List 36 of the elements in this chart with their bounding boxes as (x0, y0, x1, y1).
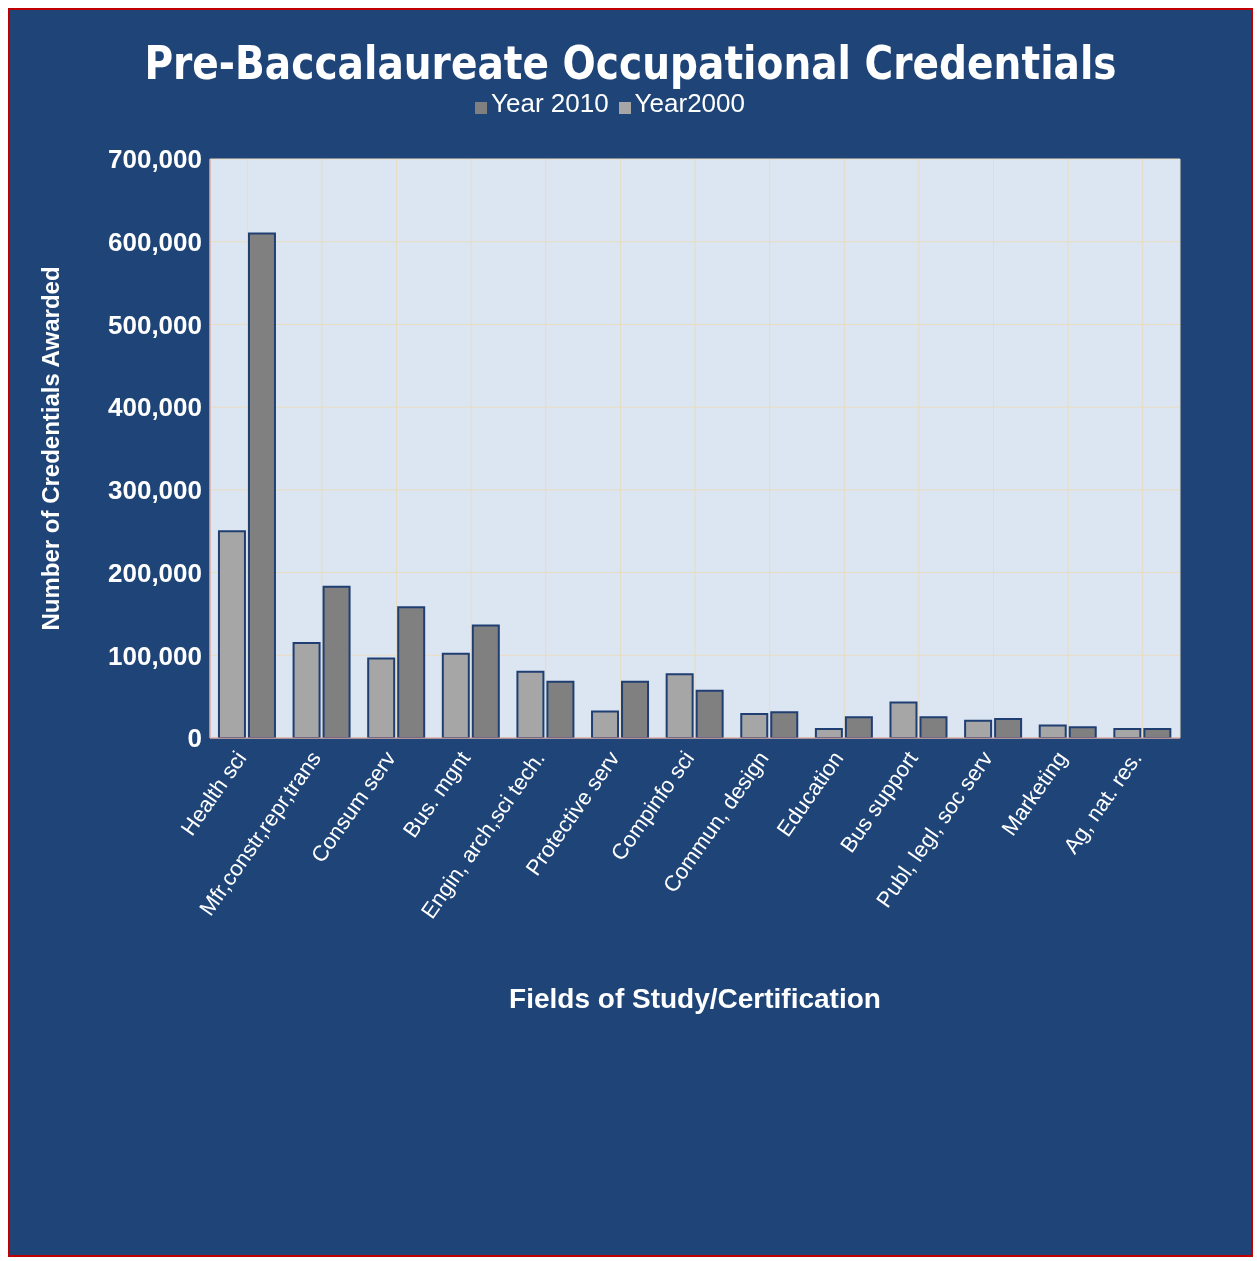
bar (247, 232, 276, 738)
bar (665, 673, 694, 738)
bar (217, 530, 246, 738)
bar (695, 689, 724, 738)
bar (367, 657, 396, 738)
bar (1068, 726, 1097, 738)
bar (546, 680, 575, 738)
bar (1113, 727, 1142, 738)
bar (322, 585, 351, 738)
bar (516, 670, 545, 738)
y-tick-label: 500,000 (108, 309, 202, 340)
bar (292, 641, 321, 738)
bar (621, 680, 650, 738)
bar (919, 716, 948, 738)
y-axis-title: Number of Credentials Awarded (36, 266, 64, 631)
bar (471, 624, 500, 738)
x-axis-title: Fields of Study/Certification (509, 983, 881, 1014)
bar (964, 719, 993, 738)
bar (397, 606, 426, 738)
bar (740, 713, 769, 738)
bar (844, 716, 873, 738)
y-tick-label: 200,000 (108, 557, 202, 588)
y-tick-label: 0 (187, 723, 202, 754)
y-tick-label: 700,000 (108, 144, 202, 175)
bar (1038, 724, 1067, 738)
bar (441, 652, 470, 738)
bar (994, 717, 1023, 738)
y-tick-label: 100,000 (108, 640, 202, 671)
bar (889, 701, 918, 738)
y-tick-label: 600,000 (108, 226, 202, 257)
bar (1143, 727, 1172, 738)
y-tick-label: 300,000 (108, 475, 202, 506)
bar (770, 711, 799, 738)
y-tick-label: 400,000 (108, 392, 202, 423)
bar (814, 727, 843, 738)
bar (591, 710, 620, 738)
